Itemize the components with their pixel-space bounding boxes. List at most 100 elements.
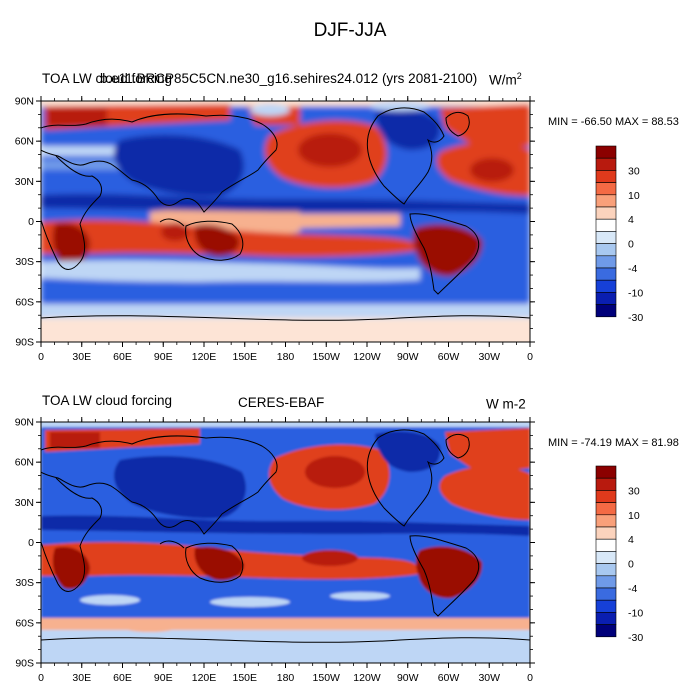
colorbar-swatch [595,145,617,159]
colorbar-swatch [595,612,617,625]
colorbar-swatch [595,206,617,220]
colorbar-layer: 30 10 4 0 -4 -10 -30 30 10 4 0 -4 -10 -30 [595,145,643,644]
colorbar-swatch [595,551,617,564]
panel-2-left-label: TOA LW cloud forcing [42,393,173,408]
panel-2-field [41,422,530,663]
colorbar-swatch [595,514,617,528]
lon-tick-label: 150E [232,672,257,684]
lat-tick-label: 90S [15,337,34,349]
panel-1-minmax: MIN = -66.50 MAX = 88.53 [548,116,679,128]
panel-1-units-base: W/m [489,72,517,88]
lat-tick-label: 30N [15,497,34,509]
lon-tick-label: 120E [192,672,217,684]
lat-tick-label: 90N [15,96,34,108]
panel-1-units: W/m2 [489,71,522,88]
panel-1-center-label: b.e11.BRCP85C5CN.ne30_g16.sehires24.012 … [100,71,478,86]
lon-tick-label: 30E [72,672,91,684]
panel-1-axes: 90N 60N 30N 0 30S 60S 90S 0 30E 60E 90E 120E 150E 180… [15,96,535,363]
lon-tick-label: 30W [478,672,500,684]
colorbar-swatch [595,563,617,577]
panel-2-axes: 90N 60N 30N 0 30S 60S 90S 0 30E 60E 90E 120E 150E 180… [15,417,535,684]
colorbar-swatch [595,255,617,269]
lon-tick-label: 150E [232,351,257,363]
colorbar-swatch [595,194,617,208]
lat-tick-label: 60N [15,136,34,148]
colorbar-swatch [595,304,617,318]
colorbar-label: 30 [628,485,640,497]
axes-layer: 90N 60N 30N 0 30S 60S 90S 0 30E 60E 90E 120E 150E 180… [15,96,535,684]
colorbar-swatch [595,182,617,196]
colorbar-2: 30 10 4 0 -4 -10 -30 [595,465,643,644]
colorbar-swatch [595,502,617,516]
colorbar-label: 4 [628,214,634,226]
lon-tick-label: 60E [113,351,132,363]
colorbar-swatch [595,587,617,601]
colorbar-label: 10 [628,510,640,522]
lon-tick-label: 60E [113,672,132,684]
lat-tick-label: 0 [28,537,34,549]
colorbar-label: 10 [628,190,640,202]
lon-tick-label: 180 [277,672,295,684]
colorbar-swatch [595,465,617,479]
colorbar-swatch [595,243,617,257]
colorbar-swatch [595,170,617,183]
lon-tick-label: 90E [154,351,173,363]
lon-tick-label: 60W [438,672,460,684]
lon-tick-label: 30W [478,351,500,363]
lat-tick-label: 60N [15,457,34,469]
lat-tick-label: 30S [15,577,34,589]
panel-1-left-label: TOA LW cloud forcing [42,71,173,86]
lon-tick-label: 60W [438,351,460,363]
lon-tick-label: 30E [72,351,91,363]
colorbar-label: -10 [628,287,643,299]
panel-1-map [40,100,531,343]
panel-1-field [41,101,530,342]
colorbar-label: 0 [628,559,634,571]
main-title: DJF-JJA [313,20,387,41]
lat-tick-label: 90N [15,417,34,429]
colorbar-label: -30 [628,632,643,644]
colorbar-swatch [595,267,617,281]
colorbar-label: 0 [628,239,634,251]
panel-2-units: W m-2 [486,395,526,412]
lat-tick-label: 60S [15,296,34,308]
lat-tick-label: 0 [28,216,34,228]
lon-tick-label: 150W [313,351,341,363]
lon-tick-label: 180 [277,351,295,363]
colorbar-swatch [595,279,617,293]
colorbar-swatch [595,575,617,589]
panel-2-minmax: MIN = -74.19 MAX = 81.98 [548,437,679,449]
colorbar-label: 4 [628,534,634,546]
colorbar-swatch [595,538,617,552]
lat-tick-label: 90S [15,658,34,670]
lat-tick-label: 60S [15,617,34,629]
lon-tick-label: 0 [527,672,533,684]
colorbar-swatch [595,526,617,540]
colorbar-swatch [595,490,617,503]
lon-tick-label: 90W [397,672,419,684]
colorbar-swatch [595,157,617,171]
colorbar-swatch [595,231,617,244]
lon-tick-label: 0 [38,672,44,684]
lon-tick-label: 90E [154,672,173,684]
colorbar-swatch [595,477,617,491]
colorbar-label: 30 [628,165,640,177]
lon-tick-label: 150W [313,672,341,684]
lon-tick-label: 0 [527,351,533,363]
colorbar-label: -4 [628,583,637,595]
panel-2-coastlines [41,429,530,643]
lon-tick-label: 120W [353,672,381,684]
colorbar-swatch [595,218,617,232]
panel-1-units-sup: 2 [516,71,522,81]
lat-tick-label: 30N [15,176,34,188]
lon-tick-label: 120W [353,351,381,363]
colorbar-1: 30 10 4 0 -4 -10 -30 [595,145,643,324]
colorbar-label: -4 [628,263,637,275]
panel-2-units-base: W m-2 [486,396,526,412]
lon-tick-label: 0 [38,351,44,363]
panel-2-center-label: CERES-EBAF [238,395,325,410]
panel-2-map [40,421,531,664]
lon-tick-label: 120E [192,351,217,363]
lat-tick-label: 30S [15,256,34,268]
